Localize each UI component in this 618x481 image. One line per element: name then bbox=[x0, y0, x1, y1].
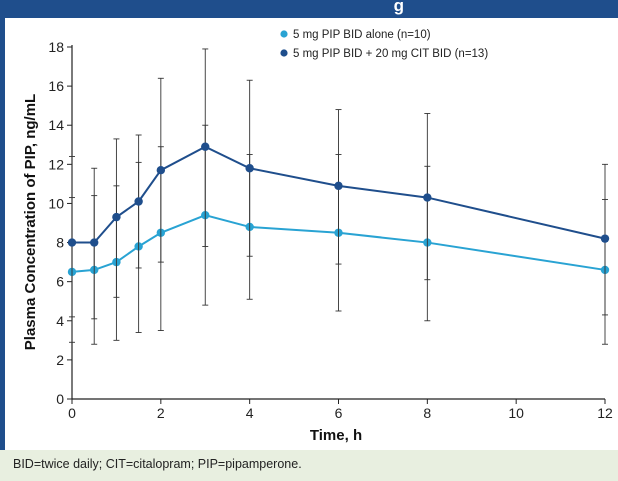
data-point-2 bbox=[334, 181, 343, 191]
y-tick-label: 18 bbox=[48, 39, 64, 55]
data-point-2 bbox=[67, 238, 77, 247]
data-point-2 bbox=[600, 234, 610, 243]
legend-marker-1 bbox=[280, 30, 288, 38]
y-tick-label: 16 bbox=[48, 78, 64, 94]
series-line-1 bbox=[71, 214, 606, 273]
x-tick-label: 2 bbox=[157, 405, 165, 421]
data-point-2 bbox=[156, 166, 166, 175]
series-line-2 bbox=[72, 145, 606, 244]
data-point-2 bbox=[112, 212, 121, 222]
legend-label-2: 5 mg PIP BID + 20 mg CIT BID (n=13) bbox=[293, 48, 488, 60]
chart-legend: 5 mg PIP BID alone (n=10) 5 mg PIP BID + … bbox=[280, 29, 488, 60]
y-tick-label: 14 bbox=[48, 117, 64, 133]
data-point-2 bbox=[201, 142, 210, 151]
x-tick-label: 4 bbox=[246, 405, 254, 421]
x-axis-title: Time, h bbox=[310, 427, 362, 444]
x-tick-label: 12 bbox=[597, 405, 613, 421]
y-tick-label: 2 bbox=[56, 352, 64, 368]
footnote-bar bbox=[0, 450, 618, 481]
x-tick-label: 10 bbox=[508, 405, 524, 421]
x-tick-label: 6 bbox=[335, 405, 343, 421]
y-axis-title: Plasma Concentration of PIP, ng/mL bbox=[22, 94, 39, 350]
x-tick-label: 8 bbox=[423, 405, 431, 421]
data-point-2 bbox=[245, 164, 254, 173]
pk-line-chart: 0 2 4 6 8 10 12 14 16 18 0 2 4 6 8 10 12 5 mg PIP BID al… bbox=[22, 29, 613, 444]
y-tick-label: 4 bbox=[56, 313, 64, 329]
x-tick-label: 0 bbox=[68, 405, 76, 421]
data-point-2 bbox=[423, 193, 432, 202]
chart-axes: 0 2 4 6 8 10 12 14 16 18 0 2 4 6 8 10 12 bbox=[48, 39, 613, 421]
y-tick-label: 12 bbox=[48, 156, 64, 172]
legend-marker-2 bbox=[280, 49, 288, 57]
y-tick-label: 6 bbox=[56, 274, 64, 290]
y-tick-label: 8 bbox=[56, 235, 64, 251]
legend-label-1: 5 mg PIP BID alone (n=10) bbox=[293, 29, 431, 41]
footnote-text: BID=twice daily; CIT=citalopram; PIP=pip… bbox=[13, 457, 302, 471]
y-tick-label: 10 bbox=[48, 195, 64, 211]
data-point-2 bbox=[90, 238, 99, 247]
left-accent-rule bbox=[0, 18, 5, 450]
header-title-fragment: g bbox=[393, 0, 404, 15]
y-tick-label: 0 bbox=[56, 391, 64, 407]
chart-series-layer bbox=[67, 48, 610, 345]
data-point-2 bbox=[134, 197, 143, 206]
header-bar: g bbox=[0, 0, 618, 18]
